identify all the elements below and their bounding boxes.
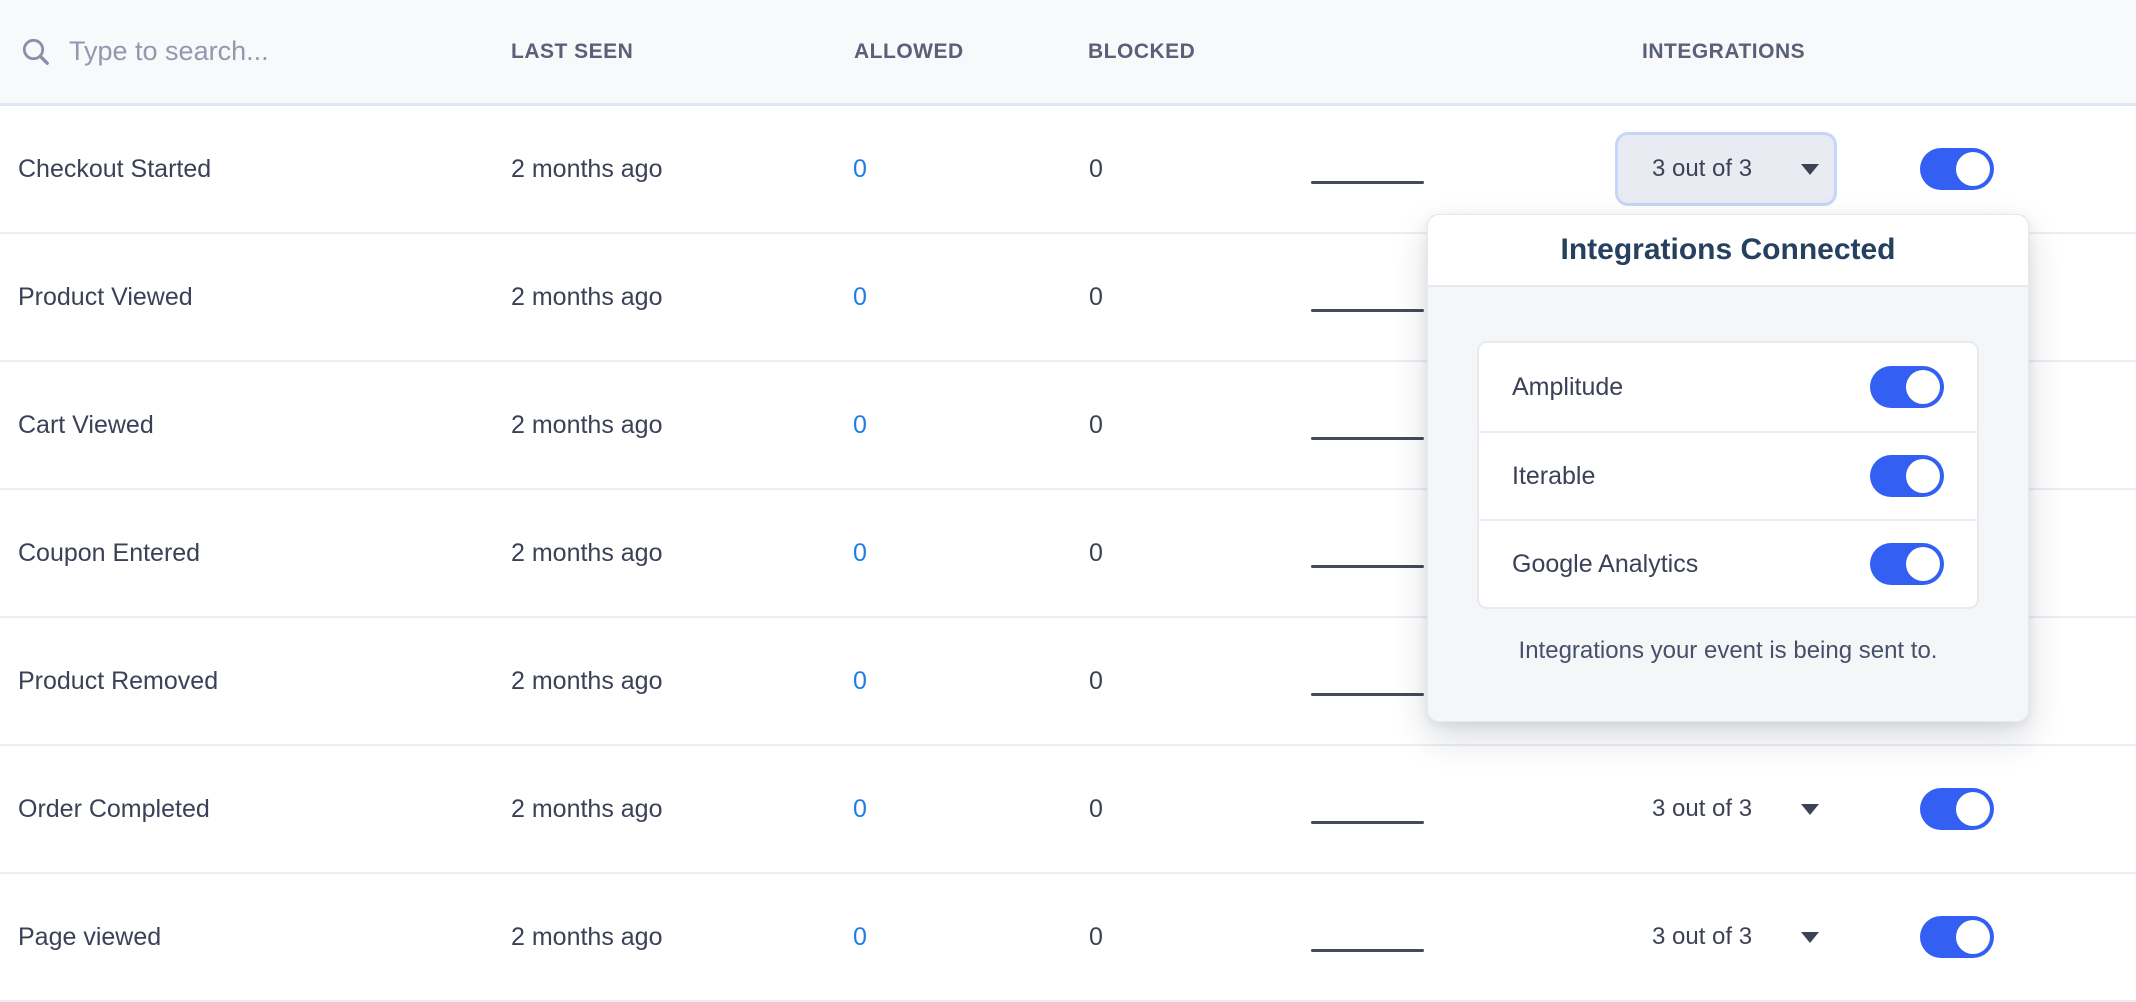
allowed-count-link[interactable]: 0	[853, 538, 867, 567]
caret-down-icon	[1801, 803, 1819, 815]
column-header-blocked: BLOCKED	[1088, 39, 1196, 63]
search-input[interactable]	[67, 35, 447, 68]
allowed-count-link[interactable]: 0	[853, 282, 867, 311]
allowed-count-link[interactable]: 0	[853, 794, 867, 823]
event-enabled-toggle[interactable]	[1920, 148, 1994, 190]
last-seen-value: 2 months ago	[511, 410, 663, 439]
integrations-dropdown[interactable]: 3 out of 3	[1618, 135, 1834, 203]
blocked-count: 0	[1089, 410, 1103, 439]
popover-caption: Integrations your event is being sent to…	[1518, 637, 1938, 664]
popover-body: Amplitude Iterable Google Analytics Inte…	[1428, 287, 2028, 721]
popover-title: Integrations Connected	[1560, 233, 1896, 266]
last-seen-value: 2 months ago	[511, 922, 663, 951]
integrations-dropdown-label: 3 out of 3	[1652, 923, 1753, 950]
activity-sparkline	[1311, 692, 1424, 696]
table-row: Checkout Started 2 months ago 0 0 3 out …	[0, 106, 2136, 234]
integration-name: Amplitude	[1512, 372, 1624, 401]
event-enabled-toggle[interactable]	[1920, 788, 1994, 830]
column-header-last-seen: LAST SEEN	[511, 39, 634, 63]
integration-name: Iterable	[1512, 461, 1596, 490]
event-name: Checkout Started	[18, 154, 212, 183]
last-seen-value: 2 months ago	[511, 794, 663, 823]
integration-toggle[interactable]	[1870, 455, 1944, 497]
blocked-count: 0	[1089, 666, 1103, 695]
blocked-count: 0	[1089, 794, 1103, 823]
integration-row: Iterable	[1479, 431, 1977, 519]
allowed-count-link[interactable]: 0	[853, 410, 867, 439]
event-name: Product Removed	[18, 666, 219, 695]
search-icon	[22, 38, 49, 65]
integrations-dropdown[interactable]: 3 out of 3	[1618, 903, 1834, 971]
allowed-count-link[interactable]: 0	[853, 154, 867, 183]
activity-sparkline	[1311, 436, 1424, 440]
activity-sparkline	[1311, 180, 1424, 184]
blocked-count: 0	[1089, 538, 1103, 567]
integration-row: Google Analytics	[1479, 519, 1977, 607]
column-header-integrations: INTEGRATIONS	[1642, 39, 1806, 63]
event-name: Coupon Entered	[18, 538, 201, 567]
column-header-allowed: ALLOWED	[854, 39, 964, 63]
table-row: Order Completed 2 months ago 0 0 3 out o…	[0, 746, 2136, 874]
popover-header: Integrations Connected	[1428, 215, 2028, 287]
event-name: Cart Viewed	[18, 410, 154, 439]
integration-row: Amplitude	[1479, 343, 1977, 431]
last-seen-value: 2 months ago	[511, 154, 663, 183]
allowed-count-link[interactable]: 0	[853, 666, 867, 695]
activity-sparkline	[1311, 564, 1424, 568]
integrations-dropdown-label: 3 out of 3	[1652, 795, 1753, 822]
caret-down-icon	[1801, 163, 1819, 175]
activity-sparkline	[1311, 820, 1424, 824]
event-name: Page viewed	[18, 922, 162, 951]
blocked-count: 0	[1089, 922, 1103, 951]
search-box[interactable]	[0, 35, 500, 68]
last-seen-value: 2 months ago	[511, 666, 663, 695]
allowed-count-link[interactable]: 0	[853, 922, 867, 951]
integrations-popover: Integrations Connected Amplitude Iterabl…	[1427, 214, 2029, 722]
caret-down-icon	[1801, 931, 1819, 943]
event-name: Product Viewed	[18, 282, 193, 311]
last-seen-value: 2 months ago	[511, 538, 663, 567]
activity-sparkline	[1311, 308, 1424, 312]
activity-sparkline	[1311, 948, 1424, 952]
integration-name: Google Analytics	[1512, 549, 1699, 578]
integration-toggle[interactable]	[1870, 366, 1944, 408]
integration-toggle[interactable]	[1870, 543, 1944, 585]
table-header: LAST SEEN ALLOWED BLOCKED INTEGRATIONS	[0, 0, 2136, 106]
event-enabled-toggle[interactable]	[1920, 916, 1994, 958]
event-name: Order Completed	[18, 794, 210, 823]
table-row: Page viewed 2 months ago 0 0 3 out of 3	[0, 874, 2136, 1002]
integrations-card: Amplitude Iterable Google Analytics	[1477, 341, 1979, 609]
blocked-count: 0	[1089, 154, 1103, 183]
blocked-count: 0	[1089, 282, 1103, 311]
integrations-dropdown-label: 3 out of 3	[1652, 155, 1753, 182]
last-seen-value: 2 months ago	[511, 282, 663, 311]
integrations-dropdown[interactable]: 3 out of 3	[1618, 775, 1834, 843]
